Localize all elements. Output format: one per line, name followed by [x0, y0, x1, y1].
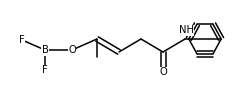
Text: O: O	[159, 67, 167, 77]
Text: B: B	[42, 45, 49, 55]
Text: O: O	[68, 45, 76, 55]
Text: F: F	[42, 65, 48, 75]
Text: F: F	[19, 35, 25, 45]
Text: NH: NH	[178, 25, 193, 35]
